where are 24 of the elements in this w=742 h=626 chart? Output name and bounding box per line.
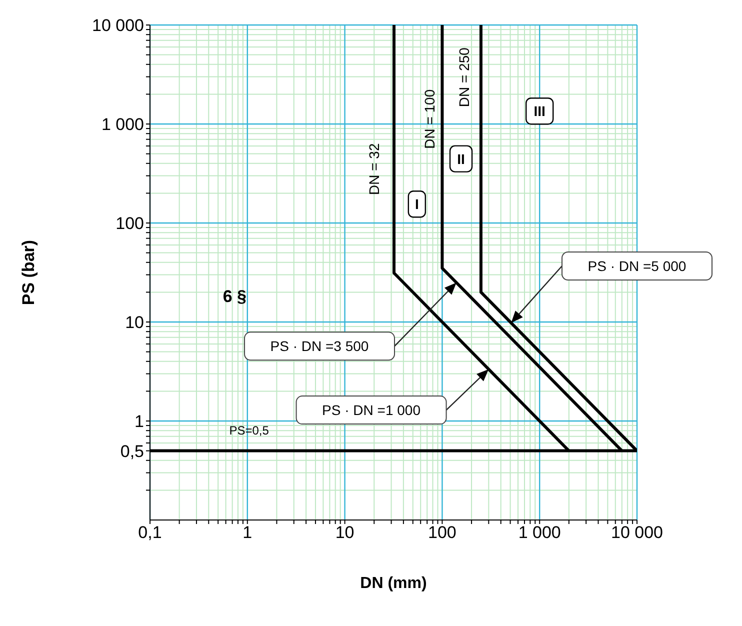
y-tick-label: 1 [134,412,144,432]
y-axis-title: PS (bar) [19,240,38,306]
annotation: DN = 100 [421,89,438,149]
annotation: III [534,103,546,120]
x-tick-label: 10 [335,523,354,542]
annotation: DN = 32 [366,143,382,196]
x-axis-title: DN (mm) [360,575,427,592]
annotation: PS · DN =3 500 [270,338,369,354]
x-tick-label: 1 000 [518,523,561,542]
y-tick-label: 0,5 [120,442,144,461]
annotation: PS · DN =5 000 [588,258,686,274]
y-tick-label: 100 [116,214,144,234]
annotation: II [457,150,465,167]
annotation: 6 § [222,287,246,306]
x-tick-label: 10 000 [611,523,663,542]
annotation: I [414,196,419,212]
x-tick-label: 1 [242,523,252,542]
x-tick-label: 100 [428,523,456,542]
annotation: DN = 250 [456,47,472,108]
y-tick-label: 10 000 [92,16,144,36]
y-tick-label: 10 [125,313,144,332]
x-tick-label: 0,1 [138,523,162,542]
y-tick-label: 1 000 [101,115,144,134]
annotation: PS · DN =1 000 [322,402,421,418]
